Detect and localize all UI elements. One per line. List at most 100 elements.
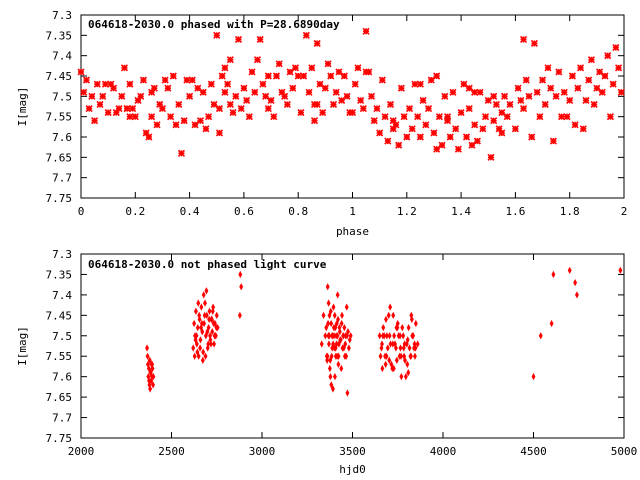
- unphased-data-point: [341, 344, 346, 352]
- unphased-data-point: [151, 373, 156, 381]
- unphased-data-point: [145, 352, 150, 360]
- unphased-data-point: [203, 332, 208, 340]
- unphased-data-point: [338, 336, 343, 344]
- phased-data-point: [226, 100, 234, 109]
- unphased-data-point: [346, 344, 351, 352]
- phased-data-point: [568, 72, 576, 80]
- unphased-data-point: [148, 368, 153, 377]
- phased-data-point: [443, 113, 452, 121]
- unphased-data-point: [384, 332, 389, 340]
- phased-data-point: [411, 80, 419, 88]
- phased-data-point: [419, 96, 427, 104]
- phased-data-point: [126, 80, 134, 88]
- phased-data-point: [253, 56, 262, 64]
- unphased-data-point: [331, 385, 335, 393]
- phased-data-point: [595, 68, 604, 76]
- unphased-x-tick-label: 2000: [68, 445, 95, 458]
- unphased-data-point: [204, 287, 209, 295]
- phased-data-point: [148, 113, 156, 121]
- phased-data-point: [270, 113, 278, 121]
- unphased-data-point: [330, 332, 334, 340]
- phased-data-point: [354, 64, 362, 72]
- phased-data-point: [433, 145, 441, 153]
- unphased-data-point: [150, 360, 155, 369]
- phased-data-point: [454, 145, 462, 153]
- phased-data-point: [161, 76, 169, 84]
- unphased-data-point: [380, 332, 385, 340]
- phased-data-point: [362, 27, 370, 35]
- unphased-x-tick-label: 4000: [430, 445, 457, 458]
- unphased-data-point: [402, 340, 407, 348]
- unphased-data-point: [385, 344, 390, 352]
- phased-data-point: [538, 76, 547, 84]
- unphased-data-point: [409, 315, 414, 324]
- unphased-x-tick-label: 4500: [520, 445, 547, 458]
- unphased-y-tick-label: 7.35: [46, 268, 73, 281]
- unphased-y-tick-label: 7.65: [46, 391, 73, 404]
- unphased-data-point: [199, 303, 204, 311]
- unphased-data-point: [192, 352, 197, 360]
- unphased-data-point: [387, 356, 392, 364]
- phased-data-point: [479, 125, 487, 133]
- unphased-plot-frame: [80, 253, 625, 439]
- unphased-data-point: [336, 352, 341, 360]
- unphased-data-point: [196, 299, 201, 307]
- phased-data-point: [541, 100, 549, 109]
- unphased-data-point: [214, 311, 219, 319]
- unphased-data-point: [401, 332, 406, 340]
- phased-data-point: [139, 76, 148, 84]
- unphased-data-point: [341, 332, 346, 340]
- unphased-data-point: [205, 344, 210, 352]
- unphased-data-point: [343, 340, 348, 348]
- phased-data-point: [370, 117, 378, 125]
- unphased-data-point: [567, 266, 572, 274]
- unphased-data-point: [337, 323, 342, 332]
- phased-data-point: [435, 113, 443, 121]
- phased-data-point: [175, 100, 183, 109]
- phased-data-point: [476, 88, 484, 96]
- phased-data-point: [196, 117, 205, 125]
- unphased-data-point: [348, 332, 353, 340]
- phased-x-tick-label: 1: [349, 205, 356, 218]
- unphased-data-point: [209, 315, 214, 324]
- unphased-data-point: [406, 368, 411, 377]
- phased-data-point: [582, 96, 590, 104]
- unphased-data-point: [147, 356, 152, 364]
- phased-data-point: [416, 80, 424, 88]
- phased-data-point: [167, 113, 175, 121]
- phased-data-point: [294, 72, 302, 80]
- phased-data-point: [593, 84, 601, 92]
- unphased-data-point: [384, 352, 389, 360]
- phased-data-point: [243, 96, 251, 104]
- phased-data-point: [563, 113, 571, 121]
- phased-data-point: [180, 117, 188, 125]
- phased-data-point: [525, 92, 533, 100]
- phased-data-point: [262, 92, 270, 100]
- phased-data-point: [362, 68, 370, 76]
- unphased-data-point: [342, 323, 347, 332]
- unphased-data-point: [340, 311, 344, 319]
- unphased-data-point: [203, 352, 208, 360]
- phased-data-point: [517, 96, 525, 104]
- unphased-data-point: [394, 356, 399, 364]
- unphased-data-point: [326, 332, 331, 340]
- phased-data-point: [283, 100, 291, 109]
- phased-data-point: [148, 88, 156, 96]
- phased-data-point: [612, 43, 620, 52]
- phased-y-tick-label: 7.3: [52, 9, 72, 22]
- phased-data-point: [96, 100, 104, 109]
- phased-x-tick-label: 1.4: [451, 205, 471, 218]
- phased-data-point: [226, 56, 234, 64]
- phased-y-tick-label: 7.4: [52, 50, 72, 63]
- phased-plot-title: 064618-2030.0 phased with P=28.6890day: [88, 18, 340, 31]
- phased-data-point: [158, 104, 167, 113]
- phased-data-point: [186, 92, 194, 100]
- unphased-data-point: [191, 344, 196, 352]
- phased-data-point: [237, 104, 245, 113]
- phased-data-point: [302, 31, 310, 39]
- unphased-data-point: [391, 364, 396, 373]
- phased-data-point: [297, 109, 305, 117]
- unphased-data-point: [193, 336, 198, 344]
- unphased-y-tick-label: 7.45: [46, 309, 73, 322]
